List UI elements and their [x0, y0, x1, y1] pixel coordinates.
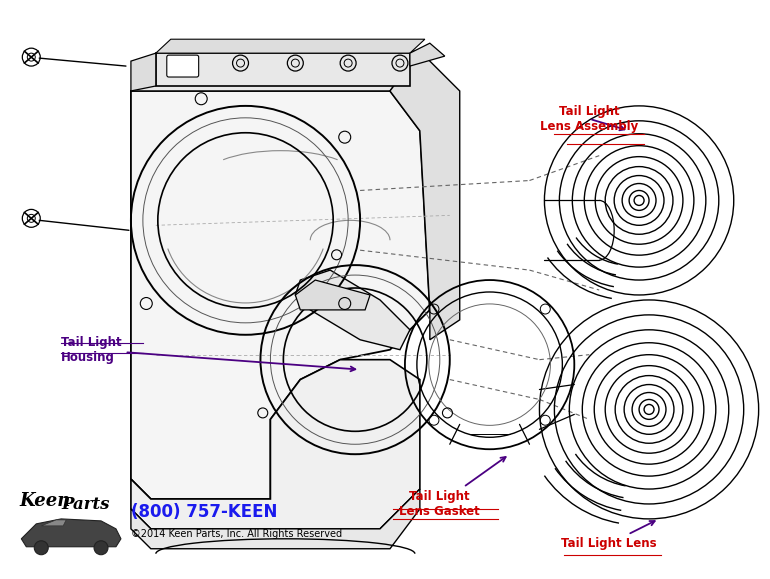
Polygon shape	[131, 489, 420, 549]
Text: (800) 757-KEEN: (800) 757-KEEN	[131, 503, 277, 521]
Polygon shape	[410, 43, 445, 66]
Polygon shape	[296, 270, 410, 350]
Polygon shape	[156, 53, 410, 86]
Circle shape	[94, 541, 108, 555]
Polygon shape	[390, 51, 460, 340]
Polygon shape	[156, 39, 425, 53]
Text: ©2014 Keen Parts, Inc. All Rights Reserved: ©2014 Keen Parts, Inc. All Rights Reserv…	[131, 529, 342, 539]
Circle shape	[35, 541, 49, 555]
FancyBboxPatch shape	[167, 55, 199, 77]
Polygon shape	[296, 280, 370, 310]
Polygon shape	[22, 519, 121, 547]
Polygon shape	[42, 520, 66, 526]
Text: Tail Light
Housing: Tail Light Housing	[61, 336, 355, 371]
Text: Keen: Keen	[19, 492, 71, 510]
Text: Tail Light
Lens Assembly: Tail Light Lens Assembly	[540, 105, 638, 133]
Polygon shape	[131, 360, 420, 529]
Polygon shape	[131, 51, 420, 91]
Text: Parts: Parts	[61, 496, 109, 513]
Polygon shape	[131, 53, 156, 91]
Text: Tail Light
Lens Gasket: Tail Light Lens Gasket	[400, 457, 506, 518]
Polygon shape	[131, 91, 430, 499]
Text: Tail Light Lens: Tail Light Lens	[561, 521, 657, 550]
